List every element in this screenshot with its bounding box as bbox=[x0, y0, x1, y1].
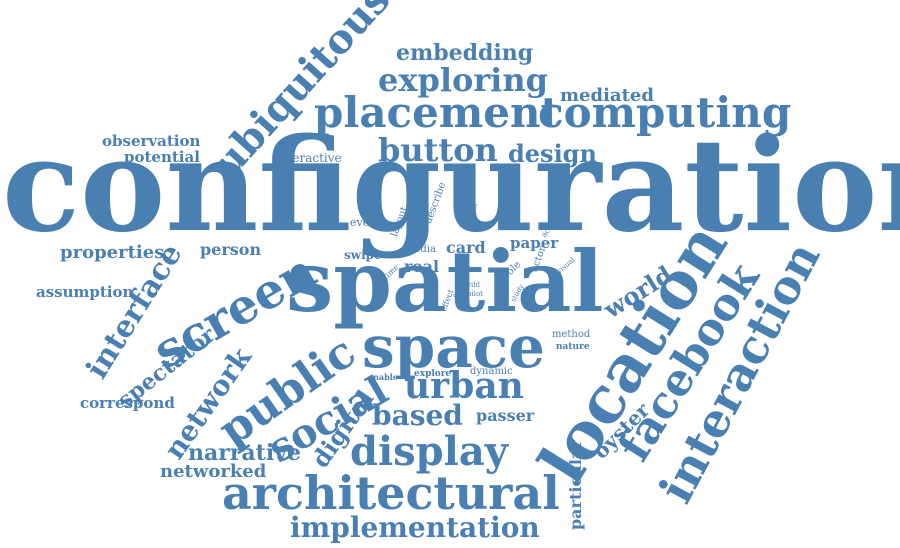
word-paper: paper bbox=[510, 234, 559, 252]
word-spatial: spatial bbox=[286, 232, 604, 331]
word-dynamic: dynamic bbox=[470, 366, 513, 377]
word-assumption: assumption bbox=[36, 283, 134, 301]
word-placement: placement bbox=[314, 88, 560, 137]
word-properties: properties bbox=[60, 242, 165, 263]
word-computing: computing bbox=[538, 88, 792, 137]
word-card: card bbox=[446, 238, 486, 257]
word-explore: explore bbox=[414, 369, 452, 379]
word-implementation: implementation bbox=[290, 511, 540, 544]
word-event: event bbox=[350, 216, 381, 229]
word-swipe: swipe bbox=[344, 248, 382, 262]
word-nature: nature bbox=[556, 342, 590, 352]
word-potential: potential bbox=[124, 148, 200, 166]
word-display: display bbox=[350, 428, 509, 475]
word-configuration: configuration bbox=[2, 111, 900, 261]
word-correspond: correspond bbox=[80, 394, 175, 412]
word-wild: wild bbox=[465, 281, 480, 289]
word-design: design bbox=[508, 139, 597, 168]
word-networked: networked bbox=[160, 461, 267, 482]
word-method: method bbox=[552, 329, 591, 340]
word-urban: urban bbox=[404, 365, 524, 407]
word-observation: observation bbox=[102, 132, 201, 150]
word-exploring: exploring bbox=[378, 61, 548, 99]
word-space: space bbox=[362, 313, 546, 381]
word-interactive: interactive bbox=[276, 151, 342, 165]
word-pilot: pilot bbox=[467, 290, 483, 298]
word-real: real bbox=[404, 257, 440, 276]
word-architectural: architectural bbox=[222, 466, 560, 520]
word-based: based bbox=[372, 399, 463, 432]
word-media: media bbox=[405, 244, 436, 255]
word-button: button bbox=[378, 131, 498, 169]
word-particular: particular bbox=[566, 440, 585, 530]
word-person: person bbox=[200, 240, 262, 259]
word-passer: passer bbox=[476, 406, 535, 425]
word-narrative: narrative bbox=[188, 440, 301, 466]
word-enable: enable bbox=[368, 372, 398, 382]
word-embedding: embedding bbox=[396, 40, 534, 66]
word-mediated: mediated bbox=[560, 85, 654, 106]
